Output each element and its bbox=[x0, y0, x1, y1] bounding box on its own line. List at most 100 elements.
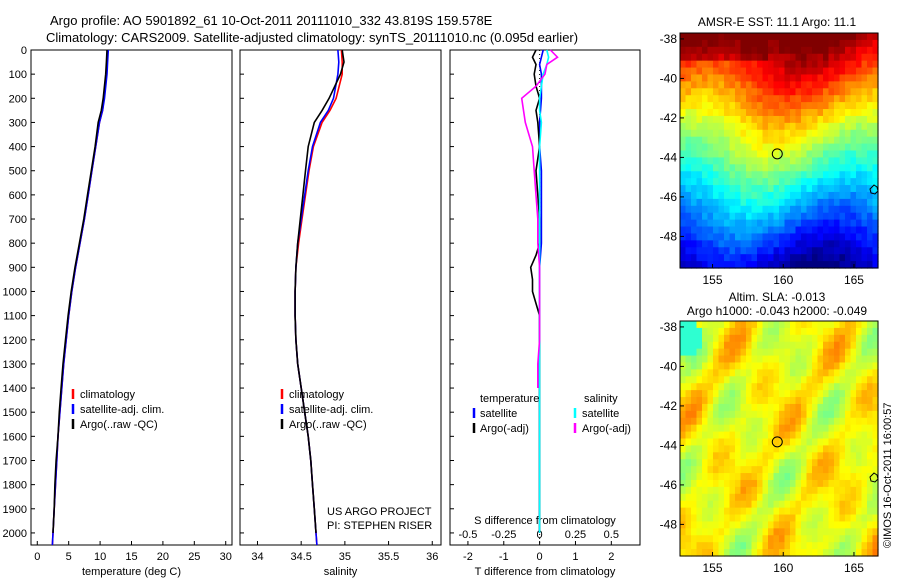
map-cell bbox=[680, 233, 687, 241]
map-cell bbox=[740, 226, 747, 235]
map-cell bbox=[839, 410, 846, 419]
map-cell bbox=[707, 376, 714, 384]
map-cell bbox=[740, 157, 747, 165]
map-cell bbox=[828, 410, 835, 419]
map-cell bbox=[795, 185, 802, 193]
map-cell bbox=[779, 445, 786, 453]
map-cell bbox=[762, 226, 769, 235]
map-cell bbox=[779, 205, 786, 214]
map-cell bbox=[740, 247, 747, 255]
map-cell bbox=[872, 198, 879, 207]
map-cell bbox=[806, 219, 813, 228]
map-cell bbox=[762, 233, 769, 241]
map-cell bbox=[735, 240, 742, 248]
map-cell bbox=[702, 109, 709, 117]
map-cell bbox=[746, 191, 753, 200]
map-cell bbox=[779, 459, 786, 467]
map-cell bbox=[691, 417, 698, 426]
map-cell bbox=[685, 247, 692, 255]
map-cell bbox=[812, 233, 819, 241]
map-cell bbox=[713, 185, 720, 193]
map-cell bbox=[762, 102, 769, 110]
map-cell bbox=[762, 452, 769, 460]
map-cell bbox=[773, 67, 780, 76]
map-cell bbox=[696, 115, 703, 124]
map-cell bbox=[724, 198, 731, 207]
map-cell bbox=[872, 500, 879, 509]
map-cell bbox=[867, 369, 874, 377]
map-cell bbox=[746, 383, 753, 391]
map-cell bbox=[806, 514, 813, 523]
map-cell bbox=[872, 164, 879, 172]
salinity-tick-label: -0.5 bbox=[458, 529, 477, 541]
map-cell bbox=[801, 129, 808, 138]
map-cell bbox=[806, 109, 813, 117]
map-cell bbox=[823, 410, 830, 419]
map-cell bbox=[845, 53, 852, 62]
map-cell bbox=[702, 74, 709, 82]
map-cell bbox=[828, 226, 835, 235]
map-cell bbox=[685, 362, 692, 370]
map-cell bbox=[828, 164, 835, 172]
map-cell bbox=[729, 355, 736, 364]
map-cell bbox=[784, 212, 791, 221]
map-cell bbox=[768, 60, 775, 69]
argo-position-marker bbox=[771, 148, 783, 160]
map-cell bbox=[702, 171, 709, 179]
map-cell bbox=[702, 431, 709, 440]
map-cell bbox=[740, 261, 747, 269]
map-cell bbox=[850, 136, 857, 145]
map-cell bbox=[713, 445, 720, 453]
map-cell bbox=[680, 136, 687, 145]
map-cell bbox=[795, 74, 802, 82]
map-cell bbox=[828, 493, 835, 502]
map-cell bbox=[751, 528, 758, 536]
map-cell bbox=[696, 136, 703, 145]
map-cell bbox=[696, 129, 703, 138]
map-cell bbox=[850, 341, 857, 350]
map-cell bbox=[746, 102, 753, 110]
map-cell bbox=[812, 247, 819, 255]
map-cell bbox=[685, 198, 692, 207]
map-cell bbox=[784, 431, 791, 440]
map-cell bbox=[696, 321, 703, 329]
map-cell bbox=[724, 240, 731, 248]
map-cell bbox=[834, 507, 841, 516]
map-cell bbox=[812, 390, 819, 398]
map-cell bbox=[834, 500, 841, 509]
map-cell bbox=[790, 233, 797, 241]
map-cell bbox=[856, 369, 863, 377]
map-cell bbox=[817, 205, 824, 214]
map-cell bbox=[817, 376, 824, 384]
map-cell bbox=[790, 479, 797, 488]
map-cell bbox=[812, 341, 819, 350]
map-cell bbox=[718, 247, 725, 255]
map-cell bbox=[724, 150, 731, 159]
map-cell bbox=[702, 247, 709, 255]
map-cell bbox=[856, 205, 863, 214]
map-cell bbox=[751, 261, 758, 269]
map-cell bbox=[806, 205, 813, 214]
map-cell bbox=[784, 493, 791, 502]
map-cell bbox=[735, 486, 742, 495]
map-cell bbox=[812, 102, 819, 110]
map-cell bbox=[729, 417, 736, 426]
map-cell bbox=[762, 164, 769, 172]
map-cell bbox=[779, 466, 786, 474]
map-cell bbox=[856, 327, 863, 336]
map-cell bbox=[773, 507, 780, 516]
map-cell bbox=[834, 376, 841, 384]
map-cell bbox=[779, 233, 786, 241]
map-cell bbox=[828, 327, 835, 336]
map-cell bbox=[867, 261, 874, 269]
map-cell bbox=[718, 150, 725, 159]
map-cell bbox=[812, 473, 819, 481]
map-cell bbox=[823, 348, 830, 357]
map-cell bbox=[779, 95, 786, 103]
map-cell bbox=[751, 390, 758, 398]
map-cell bbox=[839, 143, 846, 152]
map-cell bbox=[713, 542, 720, 550]
map-cell bbox=[850, 390, 857, 398]
map-cell bbox=[828, 431, 835, 440]
map-cell bbox=[861, 321, 868, 329]
